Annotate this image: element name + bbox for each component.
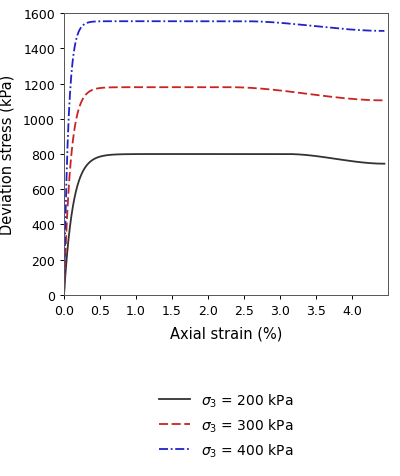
- X-axis label: Axial strain (%): Axial strain (%): [170, 326, 282, 340]
- Legend: $\sigma_3$ = 200 kPa, $\sigma_3$ = 300 kPa, $\sigma_3$ = 400 kPa: $\sigma_3$ = 200 kPa, $\sigma_3$ = 300 k…: [159, 392, 293, 459]
- Y-axis label: Deviation stress (kPa): Deviation stress (kPa): [0, 75, 15, 235]
